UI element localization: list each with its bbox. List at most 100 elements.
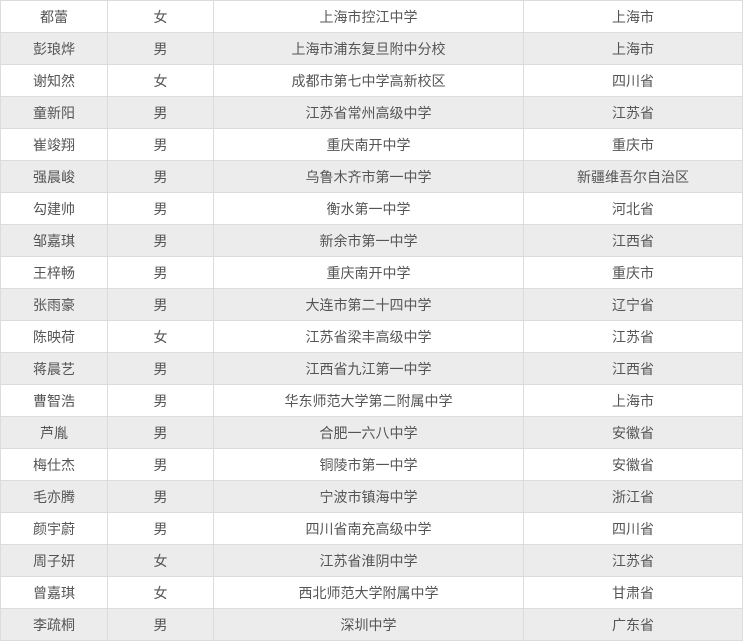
table-row: 崔竣翔男重庆南开中学 重庆市 bbox=[0, 128, 743, 161]
table-row: 陈映荷女江苏省梁丰高级中学 江苏省 bbox=[0, 320, 743, 353]
table-row: 蒋晨艺男江西省九江第一中学 江西省 bbox=[0, 352, 743, 385]
table-row: 邹嘉琪男新余市第一中学 江西省 bbox=[0, 224, 743, 257]
table-row: 童新阳男江苏省常州高级中学 江苏省 bbox=[0, 96, 743, 129]
gender-cell: 男 bbox=[107, 32, 214, 65]
province-cell: 江苏省 bbox=[523, 96, 743, 129]
school-cell: 江苏省梁丰高级中学 bbox=[213, 320, 524, 353]
name-cell: 陈映荷 bbox=[0, 320, 108, 353]
gender-cell: 男 bbox=[107, 448, 214, 481]
gender-cell: 男 bbox=[107, 608, 214, 641]
table-row: 梅仕杰男铜陵市第一中学 安徽省 bbox=[0, 448, 743, 481]
gender-cell: 男 bbox=[107, 192, 214, 225]
table-row: 毛亦腾男宁波市镇海中学 浙江省 bbox=[0, 480, 743, 513]
name-cell: 童新阳 bbox=[0, 96, 108, 129]
province-cell: 上海市 bbox=[523, 384, 743, 417]
province-cell: 重庆市 bbox=[523, 256, 743, 289]
gender-cell: 男 bbox=[107, 480, 214, 513]
school-cell: 宁波市镇海中学 bbox=[213, 480, 524, 513]
school-cell: 四川省南充高级中学 bbox=[213, 512, 524, 545]
gender-cell: 男 bbox=[107, 416, 214, 449]
table-row: 勾建帅男衡水第一中学 河北省 bbox=[0, 192, 743, 225]
province-cell: 四川省 bbox=[523, 64, 743, 97]
name-cell: 张雨豪 bbox=[0, 288, 108, 321]
name-cell: 曹智浩 bbox=[0, 384, 108, 417]
school-cell: 江西省九江第一中学 bbox=[213, 352, 524, 385]
school-cell: 华东师范大学第二附属中学 bbox=[213, 384, 524, 417]
school-cell: 成都市第七中学高新校区 bbox=[213, 64, 524, 97]
name-cell: 蒋晨艺 bbox=[0, 352, 108, 385]
gender-cell: 女 bbox=[107, 64, 214, 97]
table-row: 强晨峻男乌鲁木齐市第一中学 新疆维吾尔自治区 bbox=[0, 160, 743, 193]
school-cell: 西北师范大学附属中学 bbox=[213, 576, 524, 609]
name-cell: 邹嘉琪 bbox=[0, 224, 108, 257]
province-cell: 河北省 bbox=[523, 192, 743, 225]
school-cell: 深圳中学 bbox=[213, 608, 524, 641]
province-cell: 上海市 bbox=[523, 32, 743, 65]
gender-cell: 男 bbox=[107, 288, 214, 321]
province-cell: 江苏省 bbox=[523, 320, 743, 353]
province-cell: 江西省 bbox=[523, 352, 743, 385]
table-row: 彭琅烨男上海市浦东复旦附中分校 上海市 bbox=[0, 32, 743, 65]
province-cell: 浙江省 bbox=[523, 480, 743, 513]
name-cell: 曾嘉琪 bbox=[0, 576, 108, 609]
province-cell: 江苏省 bbox=[523, 544, 743, 577]
table-row: 李疏桐男深圳中学 广东省 bbox=[0, 608, 743, 641]
name-cell: 崔竣翔 bbox=[0, 128, 108, 161]
province-cell: 上海市 bbox=[523, 0, 743, 33]
table-row: 王梓畅男重庆南开中学 重庆市 bbox=[0, 256, 743, 289]
name-cell: 谢知然 bbox=[0, 64, 108, 97]
table-row: 曹智浩男华东师范大学第二附属中学 上海市 bbox=[0, 384, 743, 417]
province-cell: 辽宁省 bbox=[523, 288, 743, 321]
school-cell: 江苏省淮阴中学 bbox=[213, 544, 524, 577]
school-cell: 铜陵市第一中学 bbox=[213, 448, 524, 481]
province-cell: 新疆维吾尔自治区 bbox=[523, 160, 743, 193]
name-cell: 都蕾 bbox=[0, 0, 108, 33]
gender-cell: 男 bbox=[107, 128, 214, 161]
school-cell: 江苏省常州高级中学 bbox=[213, 96, 524, 129]
name-cell: 周子妍 bbox=[0, 544, 108, 577]
gender-cell: 女 bbox=[107, 576, 214, 609]
table-row: 都蕾女上海市控江中学 上海市 bbox=[0, 0, 743, 33]
province-cell: 江西省 bbox=[523, 224, 743, 257]
table-row: 周子妍女江苏省淮阴中学 江苏省 bbox=[0, 544, 743, 577]
table-row: 芦胤男合肥一六八中学 安徽省 bbox=[0, 416, 743, 449]
table-row: 谢知然女成都市第七中学高新校区 四川省 bbox=[0, 64, 743, 97]
name-cell: 芦胤 bbox=[0, 416, 108, 449]
school-cell: 合肥一六八中学 bbox=[213, 416, 524, 449]
school-cell: 衡水第一中学 bbox=[213, 192, 524, 225]
school-cell: 大连市第二十四中学 bbox=[213, 288, 524, 321]
table-row: 曾嘉琪女西北师范大学附属中学 甘肃省 bbox=[0, 576, 743, 609]
gender-cell: 男 bbox=[107, 224, 214, 257]
name-cell: 彭琅烨 bbox=[0, 32, 108, 65]
gender-cell: 男 bbox=[107, 352, 214, 385]
school-cell: 重庆南开中学 bbox=[213, 256, 524, 289]
name-cell: 王梓畅 bbox=[0, 256, 108, 289]
name-cell: 勾建帅 bbox=[0, 192, 108, 225]
province-cell: 安徽省 bbox=[523, 416, 743, 449]
name-cell: 梅仕杰 bbox=[0, 448, 108, 481]
gender-cell: 男 bbox=[107, 256, 214, 289]
province-cell: 广东省 bbox=[523, 608, 743, 641]
province-cell: 四川省 bbox=[523, 512, 743, 545]
province-cell: 甘肃省 bbox=[523, 576, 743, 609]
table-row: 张雨豪男大连市第二十四中学 辽宁省 bbox=[0, 288, 743, 321]
table-row: 颜宇蔚男四川省南充高级中学 四川省 bbox=[0, 512, 743, 545]
school-cell: 上海市浦东复旦附中分校 bbox=[213, 32, 524, 65]
province-cell: 安徽省 bbox=[523, 448, 743, 481]
school-cell: 重庆南开中学 bbox=[213, 128, 524, 161]
gender-cell: 女 bbox=[107, 320, 214, 353]
school-cell: 上海市控江中学 bbox=[213, 0, 524, 33]
gender-cell: 男 bbox=[107, 384, 214, 417]
school-cell: 新余市第一中学 bbox=[213, 224, 524, 257]
gender-cell: 男 bbox=[107, 96, 214, 129]
gender-cell: 女 bbox=[107, 0, 214, 33]
gender-cell: 男 bbox=[107, 160, 214, 193]
gender-cell: 女 bbox=[107, 544, 214, 577]
name-cell: 颜宇蔚 bbox=[0, 512, 108, 545]
name-cell: 李疏桐 bbox=[0, 608, 108, 641]
name-cell: 毛亦腾 bbox=[0, 480, 108, 513]
name-cell: 强晨峻 bbox=[0, 160, 108, 193]
gender-cell: 男 bbox=[107, 512, 214, 545]
